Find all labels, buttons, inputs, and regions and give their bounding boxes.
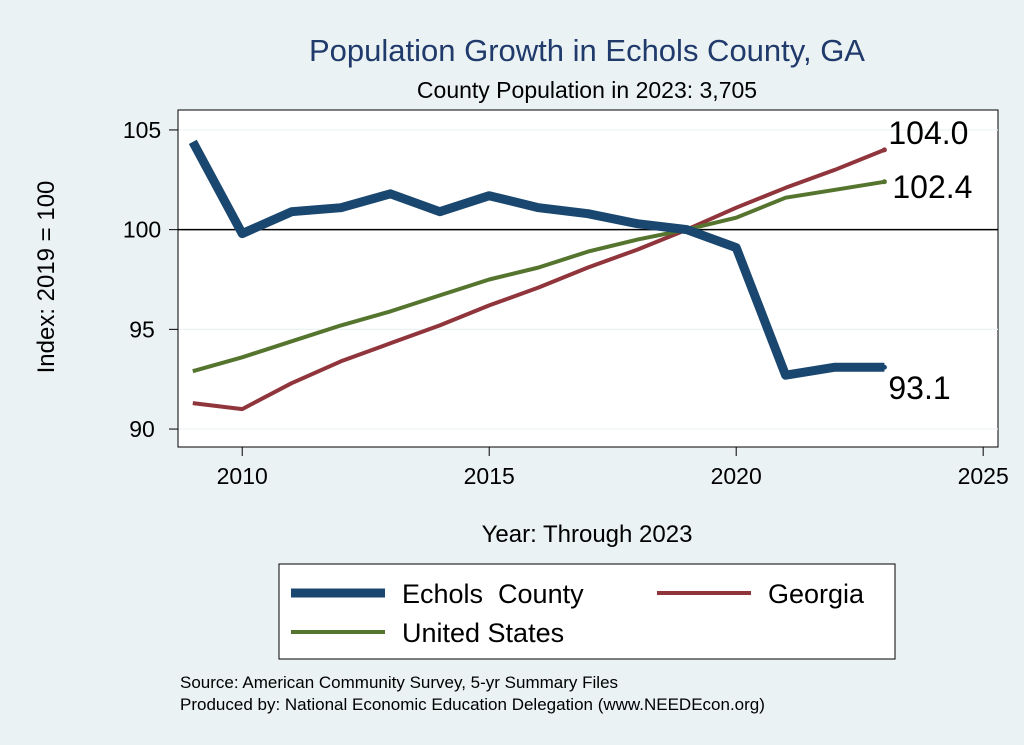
end-point-marker bbox=[881, 179, 887, 185]
legend-label-georgia: Georgia bbox=[768, 579, 865, 609]
legend-label-echols: Echols County bbox=[402, 579, 584, 609]
legend-label-united-states: United States bbox=[402, 618, 564, 648]
plot-area bbox=[177, 109, 999, 448]
end-point-marker bbox=[881, 364, 887, 370]
series-line-echols-county bbox=[188, 139, 885, 380]
x-tick-label: 2020 bbox=[711, 463, 762, 489]
y-tick-label: 90 bbox=[129, 416, 155, 442]
x-axis-title: Year: Through 2023 bbox=[482, 521, 693, 548]
y-axis-title: Index: 2019 = 100 bbox=[33, 181, 60, 374]
x-tick-label: 2015 bbox=[464, 463, 515, 489]
gridlines bbox=[178, 129, 998, 430]
legend: Echols County Georgia United States bbox=[278, 563, 896, 660]
x-tick-label: 2010 bbox=[217, 463, 268, 489]
end-point-marker bbox=[881, 147, 887, 153]
chart-subtitle: County Population in 2023: 3,705 bbox=[417, 77, 757, 103]
end-value-label: 102.4 bbox=[892, 169, 972, 205]
producer-line: Produced by: National Economic Education… bbox=[180, 695, 765, 714]
axes: 90 95 100 105 2010 2015 2020 2025 bbox=[123, 110, 1009, 489]
series-line-georgia bbox=[192, 148, 886, 412]
series-line-united-states bbox=[192, 179, 885, 374]
y-tick-label: 95 bbox=[129, 316, 155, 342]
end-value-label: 93.1 bbox=[888, 370, 950, 406]
chart-title: Population Growth in Echols County, GA bbox=[309, 33, 865, 68]
legend-box bbox=[278, 563, 896, 660]
x-tick-label: 2025 bbox=[958, 463, 1009, 489]
y-tick-label: 100 bbox=[123, 217, 161, 243]
y-tick-label: 105 bbox=[123, 117, 161, 143]
series-lines bbox=[188, 139, 886, 412]
end-value-label: 104.0 bbox=[888, 115, 968, 151]
source-line: Source: American Community Survey, 5-yr … bbox=[180, 673, 618, 692]
end-labels: 93.1 104.0 102.4 bbox=[881, 115, 972, 406]
